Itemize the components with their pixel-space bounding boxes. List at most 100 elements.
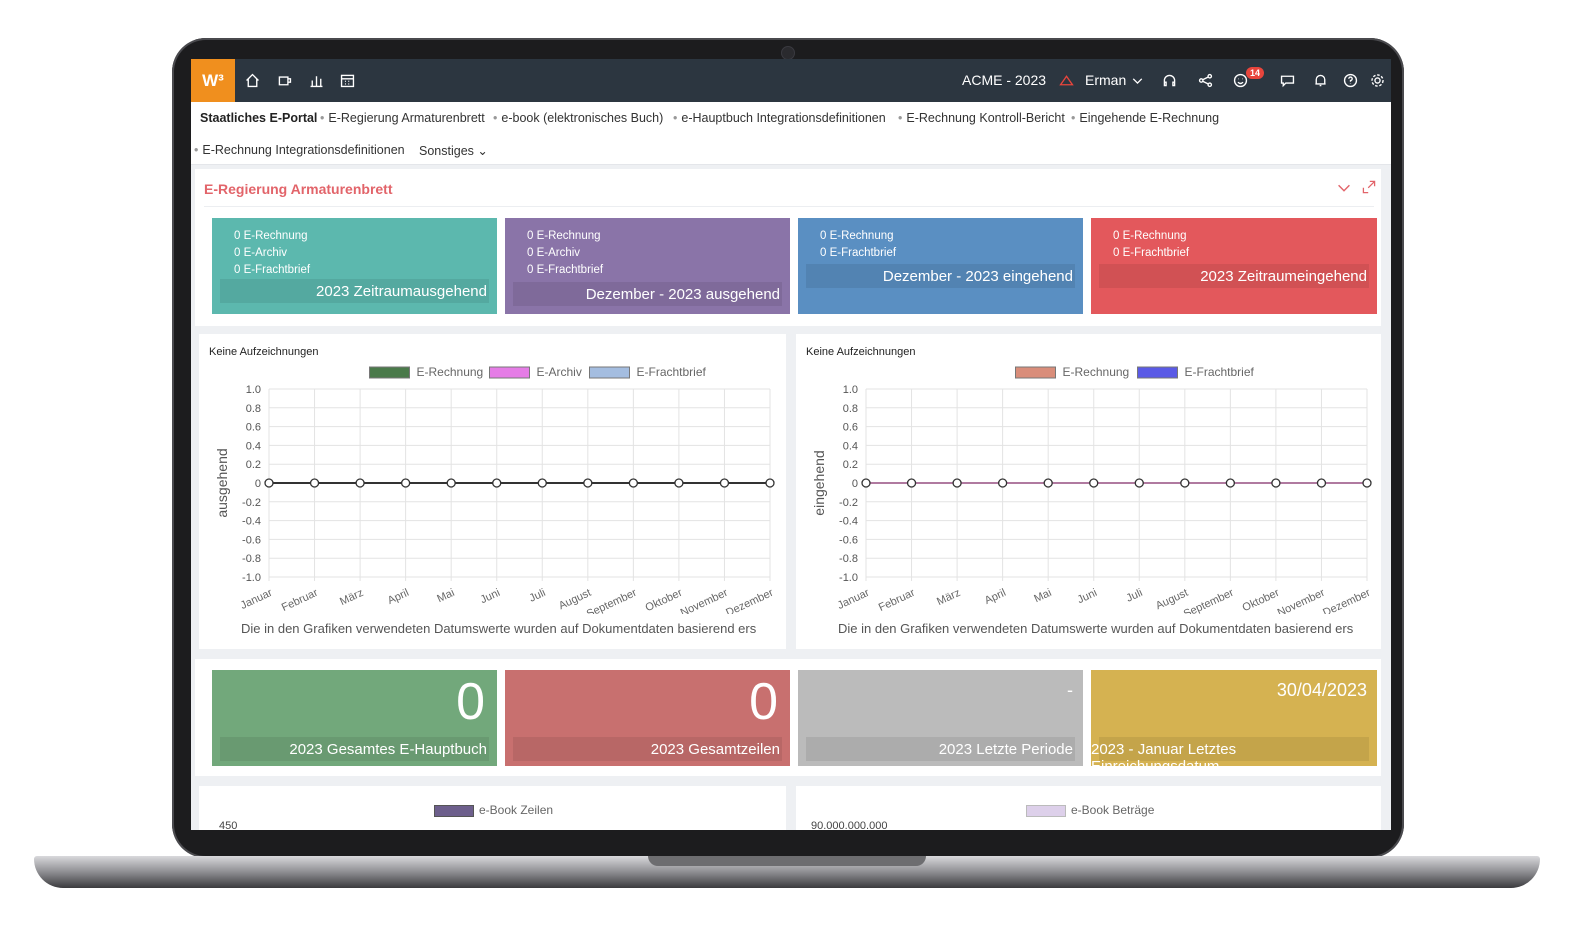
legend-label: E-Frachtbrief	[1185, 365, 1255, 379]
data-point	[674, 478, 684, 488]
nav-item-e-book[interactable]: • e-book (elektronisches Buch)	[493, 111, 664, 125]
help-icon[interactable]	[1340, 70, 1360, 90]
x-tick-label: Juni	[1076, 587, 1099, 606]
data-point	[1225, 478, 1236, 488]
collapse-icon[interactable]	[1335, 179, 1353, 197]
home-icon[interactable]	[242, 70, 262, 90]
y-tick-label: -0.2	[242, 497, 261, 509]
legend-swatch	[434, 805, 474, 817]
x-tick-label: Januar	[239, 587, 275, 612]
kpi-label-bar	[806, 264, 1075, 288]
nav-item-e-rechnung-integrationsdefinitionen[interactable]: • E-Rechnung Integrationsdefinitionen	[194, 143, 405, 157]
y-tick-label: -0.4	[839, 516, 858, 528]
kpi-card[interactable]: 0 E-Rechnung 0 E-Frachtbrief Dezember - 2…	[798, 218, 1083, 314]
line-chart-ausgehend: E-Rechnung E-Archiv E-Frachtbrief 1.0 0.8 0.6…	[214, 365, 776, 614]
kpi-label: 2023 - Januar Letztes Einreichungsdatum	[1091, 741, 1237, 766]
kpi-label-bar	[1099, 264, 1369, 288]
chat-icon[interactable]	[1277, 70, 1297, 90]
nav-item-e-rechnung-kontroll-bericht[interactable]: • E-Rechnung Kontroll-Bericht	[898, 111, 1065, 125]
legend-label: E-Frachtbrief	[637, 365, 707, 379]
kpi-card[interactable]: 0 2023 Gesamtzeilen	[505, 670, 790, 766]
chevron-down-icon[interactable]	[1127, 70, 1147, 90]
data-point	[446, 478, 456, 488]
data-point	[1089, 478, 1099, 488]
legend-swatch	[1026, 805, 1066, 817]
data-point	[1362, 478, 1372, 488]
data-point	[1043, 478, 1053, 488]
x-tick-label: April	[983, 587, 1008, 607]
y-axis-top-label: 450	[219, 820, 238, 830]
kpi-card[interactable]: 0 2023 Gesamtes E-Hauptbuch	[212, 670, 497, 766]
x-tick-label: Januar	[836, 587, 872, 612]
data-point	[861, 478, 871, 488]
data-point	[400, 478, 411, 488]
legend-swatch	[1015, 366, 1056, 379]
user-name[interactable]: Erman	[1085, 72, 1127, 88]
nav-item-eingehende-e-rechnung[interactable]: • Eingehende E-Rechnung	[1071, 111, 1220, 125]
data-point	[537, 478, 547, 488]
legend-swatch	[489, 366, 530, 379]
x-tick-label: Dezember	[1321, 587, 1372, 614]
y-tick-label: 0.4	[246, 440, 261, 452]
data-point	[309, 478, 320, 488]
share-icon[interactable]	[1195, 70, 1215, 90]
data-point	[765, 478, 775, 488]
y-tick-label: 0.4	[843, 440, 858, 452]
kpi-lines: 0 E-Rechnung 0 E-Frachtbrief	[1113, 230, 1190, 259]
bell-icon[interactable]	[1310, 70, 1330, 90]
x-tick-label: Mai	[1032, 587, 1053, 605]
bar-chart-icon[interactable]	[306, 70, 326, 90]
chart-card-ebook-betraege: e-Book Beträge 90.000.000.000	[796, 786, 1381, 830]
y-tick-label: -0.6	[242, 534, 261, 546]
kpi-card[interactable]: - 2023 Letzte Periode	[798, 670, 1083, 766]
panel-title: E-Regierung Armaturenbrett	[204, 181, 393, 197]
legend-label: E-Rechnung	[417, 365, 484, 379]
gear-icon[interactable]	[1367, 70, 1387, 90]
kpi-label: Dezember - 2023 ausgehend	[585, 286, 780, 303]
x-tick-label: Juni	[479, 587, 502, 606]
y-axis-top-label: 90.000.000.000	[811, 820, 888, 830]
chart-card-eingehend: Keine Aufzeichnungen E-Rechnung E-Frachtb…	[796, 334, 1381, 649]
legend-swatch	[589, 366, 630, 379]
x-tick-label: Dezember	[724, 587, 775, 614]
kpi-label-bar	[513, 737, 782, 761]
smile-icon[interactable]	[1230, 70, 1250, 90]
data-point	[264, 478, 274, 488]
kpi-card[interactable]: 30/04/2023 2023 - Januar Letztes Einreic…	[1091, 670, 1377, 766]
app-logo[interactable]: W³	[191, 59, 235, 102]
module-nav: Staatliches E-Portal • E-Regierung Armatu…	[191, 102, 1391, 165]
kpi-card[interactable]: 0 E-Rechnung 0 E-Archiv 0 E-Frachtbrief De…	[505, 218, 790, 314]
kpi-card[interactable]: 0 E-Rechnung 0 E-Archiv 0 E-Frachtbrief 20…	[212, 218, 497, 314]
data-point	[997, 478, 1008, 488]
kpi-value: 0	[749, 673, 778, 731]
kpi-label-bar	[1099, 737, 1369, 761]
coffee-icon[interactable]	[274, 70, 294, 90]
calendar-icon[interactable]	[337, 70, 357, 90]
kpi-lines: 0 E-Rechnung 0 E-Archiv 0 E-Frachtbrief	[234, 230, 311, 276]
y-tick-label: 0.2	[246, 459, 261, 471]
x-tick-label: Februar	[877, 587, 917, 614]
data-point	[906, 478, 917, 488]
x-tick-label: März	[338, 587, 365, 608]
y-tick-label: 1.0	[246, 384, 261, 396]
y-tick-label: -0.2	[839, 497, 858, 509]
x-tick-label: September	[1182, 587, 1236, 614]
legend-swatch	[1137, 366, 1178, 379]
kpi-card[interactable]: 0 E-Rechnung 0 E-Frachtbrief 2023 Zeitrau…	[1091, 218, 1377, 314]
legend-swatch	[369, 366, 410, 379]
company-year[interactable]: ACME - 2023	[962, 72, 1047, 88]
data-point	[1316, 478, 1327, 488]
headset-icon[interactable]	[1159, 70, 1179, 90]
data-point	[628, 478, 639, 488]
nav-item-staatliches-e-portal[interactable]: Staatliches E-Portal	[200, 111, 318, 125]
data-point	[1134, 478, 1144, 488]
nav-item-sonstiges[interactable]: Sonstiges ⌄	[419, 144, 488, 158]
nav-item-e-regierung-armaturenbrett[interactable]: • E-Regierung Armaturenbrett	[320, 111, 485, 125]
data-point	[719, 478, 730, 488]
expand-icon[interactable]	[1361, 179, 1377, 195]
kpi-value: 30/04/2023	[1276, 680, 1367, 700]
app-screen: W³ ACME - 2023 Erman 14 Staatliches E-Po…	[191, 59, 1391, 830]
kpi-label: 2023 Gesamtes E-Hauptbuch	[289, 741, 487, 758]
chart-footnote: Die in den Grafiken verwendeten Datumswe…	[241, 621, 757, 636]
nav-item-e-hauptbuch-integrationsdefinitionen[interactable]: • e-Hauptbuch Integrationsdefinitionen	[673, 111, 886, 125]
